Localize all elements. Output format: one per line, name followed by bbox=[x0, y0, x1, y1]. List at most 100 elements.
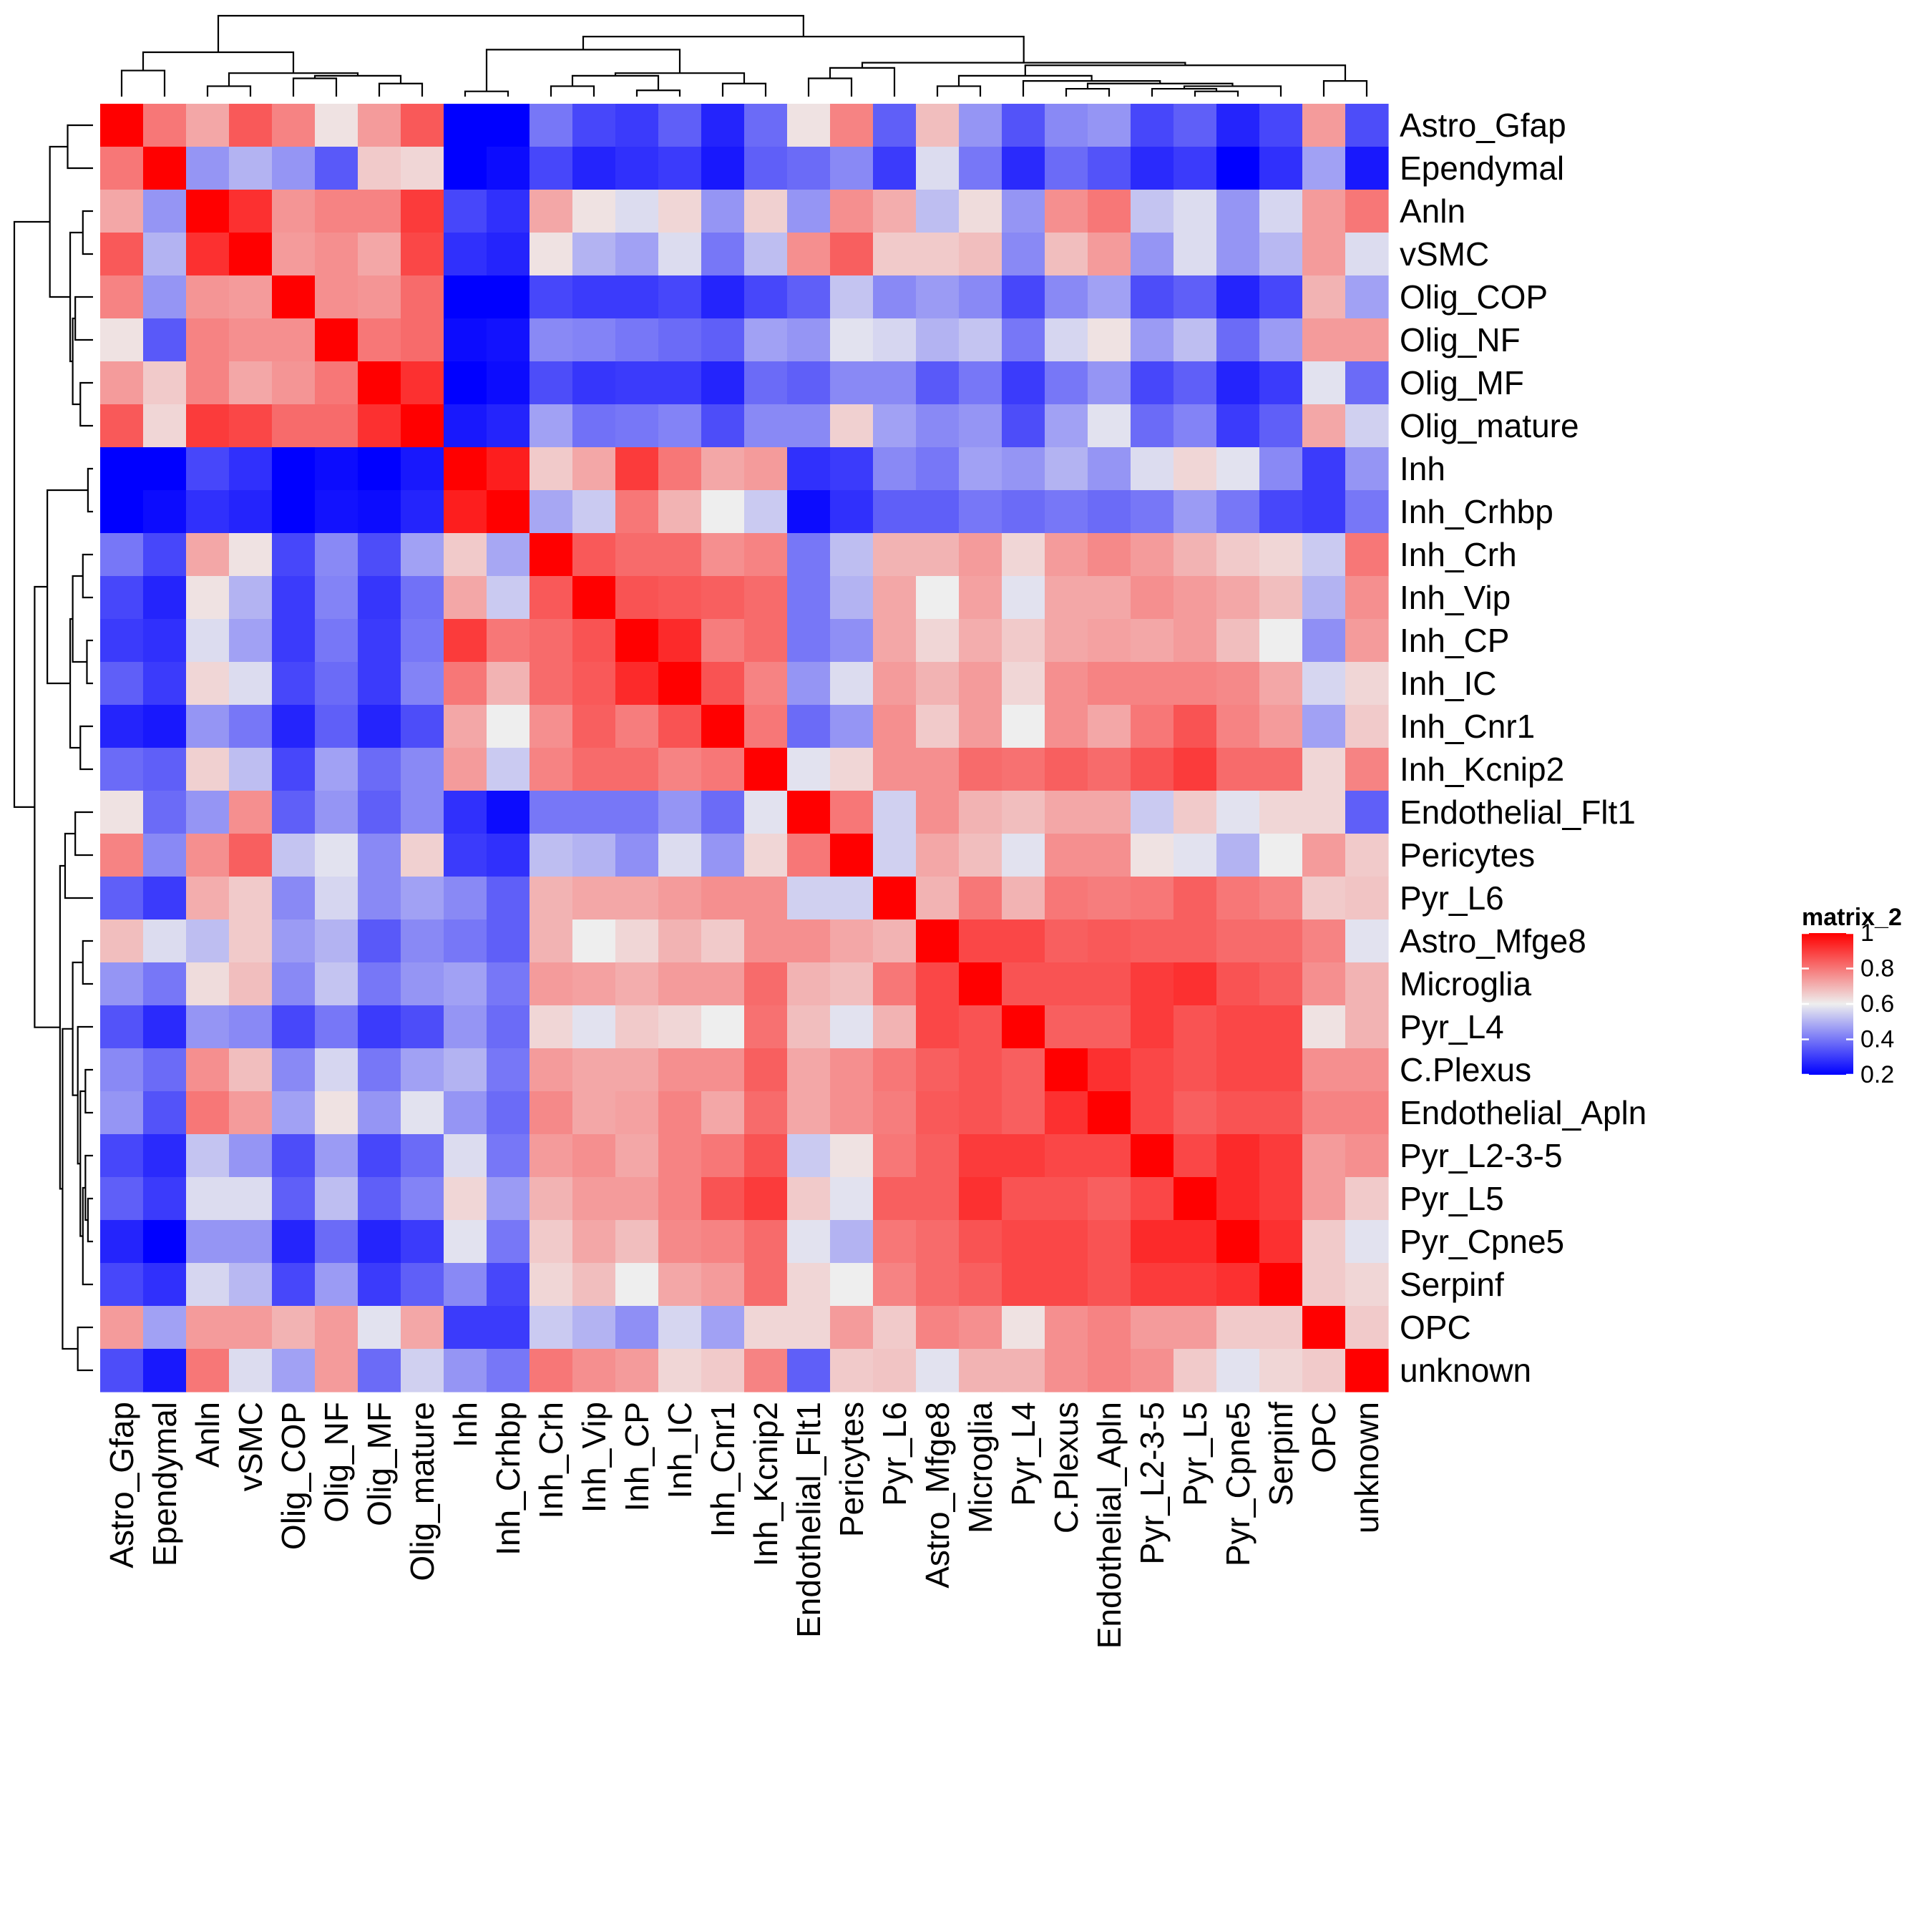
heatmap-cell bbox=[401, 619, 444, 663]
dendrogram-branch bbox=[82, 940, 93, 985]
heatmap-cell bbox=[1216, 962, 1260, 1006]
heatmap-cell bbox=[1302, 1134, 1346, 1178]
heatmap-cell bbox=[530, 662, 573, 706]
row-label: Astro_Mfge8 bbox=[1400, 922, 1586, 960]
heatmap-cell bbox=[1345, 1091, 1389, 1135]
heatmap-cell bbox=[1002, 877, 1045, 920]
heatmap-cell bbox=[744, 233, 788, 276]
heatmap-cell bbox=[1045, 275, 1088, 319]
heatmap-cell bbox=[744, 147, 788, 190]
heatmap-cell bbox=[272, 275, 316, 319]
heatmap-cell bbox=[229, 748, 273, 791]
heatmap-cell bbox=[272, 490, 316, 534]
heatmap-cell bbox=[959, 104, 1002, 147]
heatmap-cell bbox=[444, 275, 487, 319]
heatmap-cell bbox=[1045, 447, 1088, 491]
heatmap-cell bbox=[830, 318, 874, 362]
heatmap-cell bbox=[444, 447, 487, 491]
heatmap-cell bbox=[487, 147, 530, 190]
heatmap-cell bbox=[1088, 619, 1131, 663]
heatmap-cell bbox=[658, 1134, 702, 1178]
heatmap-cell bbox=[272, 1134, 316, 1178]
heatmap-cell bbox=[358, 877, 401, 920]
heatmap-cell bbox=[444, 748, 487, 791]
heatmap-cell bbox=[530, 576, 573, 620]
heatmap-cell bbox=[830, 147, 874, 190]
heatmap-cell bbox=[658, 748, 702, 791]
heatmap-cell bbox=[272, 404, 316, 448]
heatmap-cell bbox=[1216, 877, 1260, 920]
heatmap-cell bbox=[744, 1349, 788, 1392]
column-label: vSMC bbox=[232, 1402, 269, 1491]
heatmap-cell bbox=[959, 1091, 1002, 1135]
heatmap-cell bbox=[744, 1048, 788, 1092]
heatmap-cell bbox=[787, 533, 831, 577]
dendrogram-branch bbox=[936, 85, 982, 97]
heatmap-cell bbox=[873, 1005, 917, 1049]
heatmap-cell bbox=[1088, 318, 1131, 362]
dendrogram-branch bbox=[228, 72, 359, 87]
dendrogram-branch bbox=[217, 14, 804, 53]
dendrogram-branch bbox=[84, 1154, 93, 1221]
heatmap-cell bbox=[1088, 791, 1131, 834]
heatmap-cell bbox=[787, 834, 831, 877]
heatmap-cell bbox=[658, 275, 702, 319]
heatmap-cell bbox=[1259, 104, 1303, 147]
heatmap-cell bbox=[1002, 1306, 1045, 1350]
heatmap-cell bbox=[487, 705, 530, 748]
heatmap-cell bbox=[787, 748, 831, 791]
heatmap-cell bbox=[916, 533, 960, 577]
heatmap-cell bbox=[186, 877, 230, 920]
heatmap-cell bbox=[530, 834, 573, 877]
heatmap-cell bbox=[830, 104, 874, 147]
legend-title: matrix_2 bbox=[1802, 904, 1902, 931]
dendrogram-branch bbox=[313, 74, 402, 84]
heatmap-cell bbox=[401, 919, 444, 963]
heatmap-cell bbox=[1302, 147, 1346, 190]
heatmap-cell bbox=[1045, 705, 1088, 748]
heatmap-cell bbox=[959, 919, 1002, 963]
heatmap-cell bbox=[1045, 1048, 1088, 1092]
heatmap-cell bbox=[401, 233, 444, 276]
heatmap-cell bbox=[358, 1263, 401, 1307]
dendrogram-branch bbox=[34, 585, 60, 1028]
heatmap-cell bbox=[701, 748, 745, 791]
row-label: Inh_Vip bbox=[1400, 579, 1511, 616]
heatmap-cell bbox=[701, 490, 745, 534]
heatmap-cell bbox=[1002, 404, 1045, 448]
dendrogram-branch bbox=[829, 67, 896, 97]
heatmap-cell bbox=[315, 190, 358, 233]
heatmap-cell bbox=[1174, 834, 1217, 877]
heatmap-cell bbox=[143, 1048, 187, 1092]
heatmap-cell bbox=[787, 490, 831, 534]
heatmap-cell bbox=[1345, 662, 1389, 706]
heatmap-cell bbox=[358, 1177, 401, 1221]
heatmap-cell bbox=[1088, 361, 1131, 405]
heatmap-cell bbox=[1002, 1177, 1045, 1221]
heatmap-cell bbox=[401, 1177, 444, 1221]
dendrogram-branch bbox=[69, 618, 81, 749]
heatmap-cell bbox=[1131, 962, 1174, 1006]
heatmap-cell bbox=[744, 533, 788, 577]
heatmap-cell bbox=[229, 361, 273, 405]
heatmap-cell bbox=[1088, 233, 1131, 276]
heatmap-cell bbox=[658, 1091, 702, 1135]
heatmap-cell bbox=[444, 1048, 487, 1092]
heatmap-cell bbox=[358, 834, 401, 877]
heatmap-cell bbox=[1259, 275, 1303, 319]
heatmap-cell bbox=[272, 1220, 316, 1264]
heatmap-cell bbox=[186, 1306, 230, 1350]
heatmap-cell bbox=[229, 619, 273, 663]
heatmap-cell bbox=[959, 791, 1002, 834]
heatmap-cell bbox=[100, 104, 144, 147]
heatmap-cell bbox=[787, 791, 831, 834]
heatmap-cell bbox=[572, 1134, 616, 1178]
heatmap-cell bbox=[229, 1005, 273, 1049]
heatmap-cell bbox=[229, 404, 273, 448]
heatmap-cell bbox=[916, 490, 960, 534]
heatmap-cell bbox=[1174, 1005, 1217, 1049]
heatmap-cell bbox=[1045, 104, 1088, 147]
dendrogram-branch bbox=[84, 1068, 93, 1114]
heatmap-cell bbox=[916, 662, 960, 706]
heatmap-cell bbox=[100, 318, 144, 362]
